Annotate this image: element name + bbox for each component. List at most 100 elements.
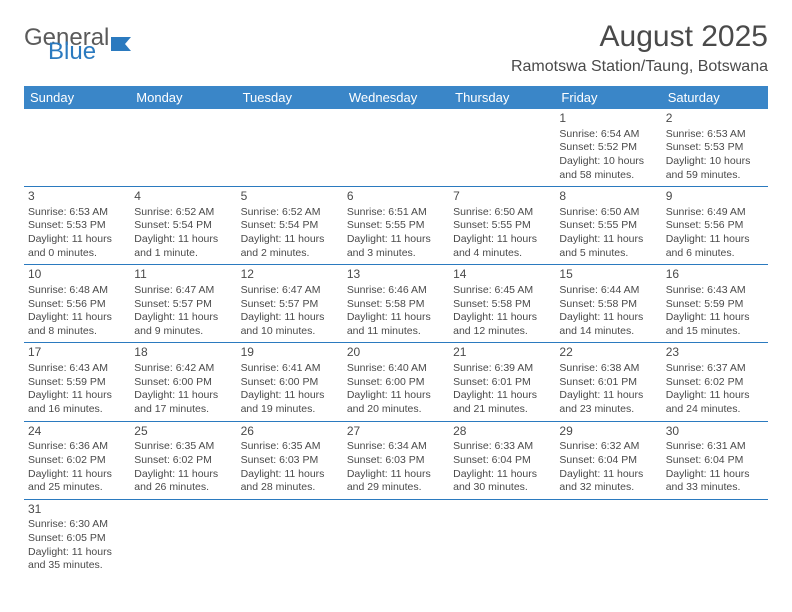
calendar-cell: 23Sunrise: 6:37 AMSunset: 6:02 PMDayligh… bbox=[662, 343, 768, 421]
day-number: 4 bbox=[134, 189, 232, 205]
day-number: 3 bbox=[28, 189, 126, 205]
calendar-cell: 6Sunrise: 6:51 AMSunset: 5:55 PMDaylight… bbox=[343, 187, 449, 265]
day-header: Saturday bbox=[662, 86, 768, 109]
daylight-text: Daylight: 11 hours and 3 minutes. bbox=[347, 233, 445, 260]
calendar-cell bbox=[24, 109, 130, 187]
sunset-text: Sunset: 6:04 PM bbox=[666, 454, 764, 468]
day-number: 14 bbox=[453, 267, 551, 283]
day-number: 31 bbox=[28, 502, 126, 518]
sunset-text: Sunset: 6:03 PM bbox=[347, 454, 445, 468]
calendar-cell: 19Sunrise: 6:41 AMSunset: 6:00 PMDayligh… bbox=[237, 343, 343, 421]
sunrise-text: Sunrise: 6:53 AM bbox=[28, 206, 126, 220]
calendar-row: 24Sunrise: 6:36 AMSunset: 6:02 PMDayligh… bbox=[24, 421, 768, 499]
day-number: 29 bbox=[559, 424, 657, 440]
daylight-text: Daylight: 11 hours and 16 minutes. bbox=[28, 389, 126, 416]
sunrise-text: Sunrise: 6:31 AM bbox=[666, 440, 764, 454]
logo-text-blue: Blue bbox=[48, 42, 109, 62]
day-number: 27 bbox=[347, 424, 445, 440]
sunrise-text: Sunrise: 6:32 AM bbox=[559, 440, 657, 454]
day-header: Friday bbox=[555, 86, 661, 109]
sunset-text: Sunset: 6:03 PM bbox=[241, 454, 339, 468]
day-number: 30 bbox=[666, 424, 764, 440]
daylight-text: Daylight: 11 hours and 15 minutes. bbox=[666, 311, 764, 338]
calendar-cell: 16Sunrise: 6:43 AMSunset: 5:59 PMDayligh… bbox=[662, 265, 768, 343]
daylight-text: Daylight: 10 hours and 58 minutes. bbox=[559, 155, 657, 182]
sunset-text: Sunset: 5:55 PM bbox=[559, 219, 657, 233]
calendar-cell: 5Sunrise: 6:52 AMSunset: 5:54 PMDaylight… bbox=[237, 187, 343, 265]
daylight-text: Daylight: 11 hours and 9 minutes. bbox=[134, 311, 232, 338]
calendar-cell bbox=[555, 499, 661, 577]
daylight-text: Daylight: 11 hours and 35 minutes. bbox=[28, 546, 126, 573]
sunset-text: Sunset: 5:54 PM bbox=[241, 219, 339, 233]
calendar-cell: 26Sunrise: 6:35 AMSunset: 6:03 PMDayligh… bbox=[237, 421, 343, 499]
day-number: 9 bbox=[666, 189, 764, 205]
daylight-text: Daylight: 11 hours and 21 minutes. bbox=[453, 389, 551, 416]
sunrise-text: Sunrise: 6:54 AM bbox=[559, 128, 657, 142]
calendar-cell: 29Sunrise: 6:32 AMSunset: 6:04 PMDayligh… bbox=[555, 421, 661, 499]
sunset-text: Sunset: 5:59 PM bbox=[666, 298, 764, 312]
sunrise-text: Sunrise: 6:48 AM bbox=[28, 284, 126, 298]
day-number: 7 bbox=[453, 189, 551, 205]
day-number: 18 bbox=[134, 345, 232, 361]
daylight-text: Daylight: 10 hours and 59 minutes. bbox=[666, 155, 764, 182]
day-number: 28 bbox=[453, 424, 551, 440]
title-block: August 2025 Ramotswa Station/Taung, Bots… bbox=[511, 20, 768, 76]
calendar-row: 10Sunrise: 6:48 AMSunset: 5:56 PMDayligh… bbox=[24, 265, 768, 343]
sunset-text: Sunset: 5:57 PM bbox=[241, 298, 339, 312]
calendar-cell: 18Sunrise: 6:42 AMSunset: 6:00 PMDayligh… bbox=[130, 343, 236, 421]
daylight-text: Daylight: 11 hours and 20 minutes. bbox=[347, 389, 445, 416]
calendar-cell bbox=[662, 499, 768, 577]
calendar-cell bbox=[449, 499, 555, 577]
sunset-text: Sunset: 6:00 PM bbox=[241, 376, 339, 390]
sunset-text: Sunset: 5:56 PM bbox=[28, 298, 126, 312]
header: General Blue August 2025 Ramotswa Statio… bbox=[24, 20, 768, 76]
calendar-cell: 28Sunrise: 6:33 AMSunset: 6:04 PMDayligh… bbox=[449, 421, 555, 499]
calendar-row: 17Sunrise: 6:43 AMSunset: 5:59 PMDayligh… bbox=[24, 343, 768, 421]
daylight-text: Daylight: 11 hours and 8 minutes. bbox=[28, 311, 126, 338]
day-number: 11 bbox=[134, 267, 232, 283]
sunrise-text: Sunrise: 6:50 AM bbox=[559, 206, 657, 220]
daylight-text: Daylight: 11 hours and 0 minutes. bbox=[28, 233, 126, 260]
sunrise-text: Sunrise: 6:47 AM bbox=[134, 284, 232, 298]
calendar-cell: 1Sunrise: 6:54 AMSunset: 5:52 PMDaylight… bbox=[555, 109, 661, 187]
day-number: 16 bbox=[666, 267, 764, 283]
daylight-text: Daylight: 11 hours and 28 minutes. bbox=[241, 468, 339, 495]
daylight-text: Daylight: 11 hours and 26 minutes. bbox=[134, 468, 232, 495]
sunrise-text: Sunrise: 6:42 AM bbox=[134, 362, 232, 376]
day-number: 1 bbox=[559, 111, 657, 127]
calendar-cell: 27Sunrise: 6:34 AMSunset: 6:03 PMDayligh… bbox=[343, 421, 449, 499]
calendar-cell bbox=[449, 109, 555, 187]
calendar-cell bbox=[237, 109, 343, 187]
sunset-text: Sunset: 5:54 PM bbox=[134, 219, 232, 233]
sunset-text: Sunset: 5:57 PM bbox=[134, 298, 232, 312]
sunrise-text: Sunrise: 6:35 AM bbox=[134, 440, 232, 454]
daylight-text: Daylight: 11 hours and 25 minutes. bbox=[28, 468, 126, 495]
day-number: 26 bbox=[241, 424, 339, 440]
daylight-text: Daylight: 11 hours and 17 minutes. bbox=[134, 389, 232, 416]
day-number: 8 bbox=[559, 189, 657, 205]
sunrise-text: Sunrise: 6:51 AM bbox=[347, 206, 445, 220]
calendar-cell: 15Sunrise: 6:44 AMSunset: 5:58 PMDayligh… bbox=[555, 265, 661, 343]
calendar-cell: 20Sunrise: 6:40 AMSunset: 6:00 PMDayligh… bbox=[343, 343, 449, 421]
calendar-cell bbox=[343, 499, 449, 577]
sunrise-text: Sunrise: 6:47 AM bbox=[241, 284, 339, 298]
day-number: 19 bbox=[241, 345, 339, 361]
day-number: 24 bbox=[28, 424, 126, 440]
calendar-cell: 4Sunrise: 6:52 AMSunset: 5:54 PMDaylight… bbox=[130, 187, 236, 265]
calendar-cell: 7Sunrise: 6:50 AMSunset: 5:55 PMDaylight… bbox=[449, 187, 555, 265]
sunrise-text: Sunrise: 6:43 AM bbox=[28, 362, 126, 376]
calendar-cell: 21Sunrise: 6:39 AMSunset: 6:01 PMDayligh… bbox=[449, 343, 555, 421]
sunset-text: Sunset: 6:02 PM bbox=[666, 376, 764, 390]
calendar-row: 1Sunrise: 6:54 AMSunset: 5:52 PMDaylight… bbox=[24, 109, 768, 187]
sunrise-text: Sunrise: 6:35 AM bbox=[241, 440, 339, 454]
calendar-cell bbox=[237, 499, 343, 577]
daylight-text: Daylight: 11 hours and 14 minutes. bbox=[559, 311, 657, 338]
sunrise-text: Sunrise: 6:38 AM bbox=[559, 362, 657, 376]
sunset-text: Sunset: 6:02 PM bbox=[28, 454, 126, 468]
sunrise-text: Sunrise: 6:39 AM bbox=[453, 362, 551, 376]
day-number: 6 bbox=[347, 189, 445, 205]
daylight-text: Daylight: 11 hours and 32 minutes. bbox=[559, 468, 657, 495]
day-header: Wednesday bbox=[343, 86, 449, 109]
day-header: Tuesday bbox=[237, 86, 343, 109]
month-title: August 2025 bbox=[511, 20, 768, 54]
